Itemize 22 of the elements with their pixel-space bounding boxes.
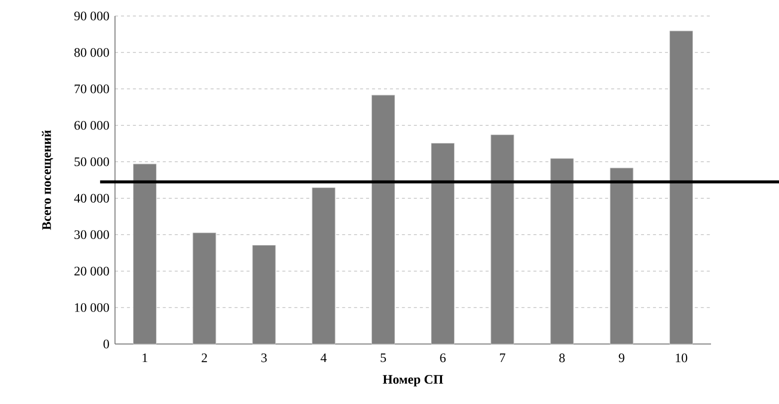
x-tick-label: 6 bbox=[440, 353, 446, 362]
x-tick-label: 10 bbox=[676, 354, 688, 362]
y-tick-label: 20 000 bbox=[74, 266, 109, 276]
x-tick-label: 5 bbox=[380, 353, 386, 362]
y-axis-title: Всего посещений bbox=[42, 130, 54, 230]
y-tick-label: 50 000 bbox=[74, 157, 109, 166]
y-tick-label: 40 000 bbox=[74, 194, 109, 203]
y-tick-label: 80 000 bbox=[74, 48, 109, 57]
x-tick-label: 4 bbox=[320, 353, 327, 362]
y-tick-label: 10 000 bbox=[75, 303, 109, 312]
y-tick-label: 60 000 bbox=[74, 120, 109, 130]
x-tick-label: 3 bbox=[261, 353, 267, 362]
y-tick-label: 70 000 bbox=[74, 84, 109, 94]
y-tick-label: 90 000 bbox=[74, 12, 109, 20]
x-tick-label: 7 bbox=[500, 353, 506, 362]
x-axis-title: Номер СП bbox=[382, 375, 444, 386]
y-tick-label: 0 bbox=[104, 340, 109, 348]
x-tick-label: 2 bbox=[202, 353, 207, 362]
x-tick-label: 1 bbox=[142, 354, 148, 362]
y-tick-label: 30 000 bbox=[74, 230, 109, 240]
x-tick-label: 9 bbox=[618, 353, 624, 362]
x-tick-label: 8 bbox=[559, 354, 565, 362]
